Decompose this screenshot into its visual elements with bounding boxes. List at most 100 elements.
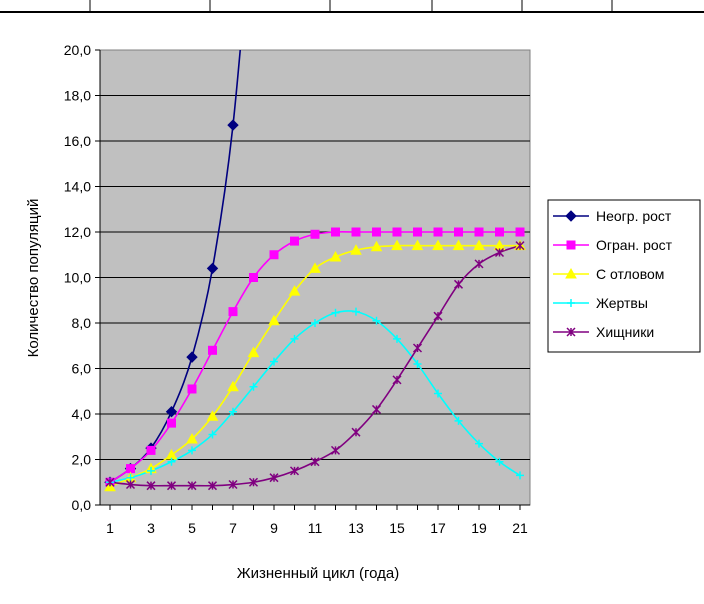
data-point xyxy=(371,404,382,414)
data-point xyxy=(229,407,237,416)
data-point xyxy=(372,316,381,325)
data-point xyxy=(330,445,341,455)
data-point xyxy=(413,227,422,237)
data-point xyxy=(167,418,176,428)
data-point xyxy=(105,477,115,487)
x-tick-label: 7 xyxy=(229,520,237,536)
legend: Неогр. рост Огран. рост С отловом Жертвы Хищ… xyxy=(547,199,701,353)
data-point xyxy=(453,279,464,289)
y-tick-label: 12,0 xyxy=(64,224,91,240)
legend-label: Хищники xyxy=(596,324,654,340)
data-point xyxy=(495,457,504,466)
data-point xyxy=(289,466,300,476)
data-point xyxy=(268,314,280,326)
legend-label: Неогр. рост xyxy=(596,208,672,224)
x-tick-label: 13 xyxy=(348,520,364,536)
data-point xyxy=(352,307,360,316)
data-point xyxy=(147,466,155,475)
data-point xyxy=(247,346,260,358)
y-axis-ticks: 0,0 2,0 4,0 6,0 8,0 10,0 12,0 14,0 16,0 18,0 20,0 xyxy=(64,42,100,513)
legend-marker xyxy=(567,299,575,307)
data-point xyxy=(351,427,361,437)
data-point xyxy=(309,262,321,273)
y-tick-label: 18,0 xyxy=(64,88,91,104)
y-tick-label: 14,0 xyxy=(64,179,91,195)
data-point xyxy=(372,227,381,237)
data-point xyxy=(228,307,238,317)
data-point xyxy=(516,471,524,480)
y-tick-label: 20,0 xyxy=(64,42,91,58)
data-point xyxy=(290,334,299,343)
y-tick-label: 4,0 xyxy=(72,406,92,422)
data-point xyxy=(370,240,383,252)
data-point xyxy=(454,416,463,425)
data-point xyxy=(350,244,362,255)
data-point xyxy=(432,239,444,251)
data-point xyxy=(393,334,401,343)
data-point xyxy=(288,285,301,296)
data-point xyxy=(165,406,178,418)
data-point xyxy=(227,119,239,131)
data-point xyxy=(351,227,361,237)
x-tick-label: 17 xyxy=(430,520,446,536)
data-point xyxy=(329,250,342,262)
legend-marker xyxy=(566,240,576,250)
data-point xyxy=(126,473,135,482)
top-table-strip xyxy=(0,0,704,14)
data-point xyxy=(249,273,258,282)
data-point xyxy=(206,410,219,421)
data-point xyxy=(473,239,485,251)
data-point xyxy=(331,227,340,237)
data-point xyxy=(104,480,116,492)
data-point xyxy=(187,384,197,394)
data-point xyxy=(248,477,259,487)
y-tick-label: 2,0 xyxy=(72,452,92,468)
data-point xyxy=(186,351,198,363)
data-point xyxy=(269,250,279,260)
data-point xyxy=(188,446,196,455)
data-point xyxy=(227,380,239,392)
data-point xyxy=(207,481,218,491)
data-point xyxy=(166,481,177,491)
x-axis-ticks: 1 3 5 7 9 11 13 15 17 19 21 xyxy=(106,505,528,536)
data-point xyxy=(310,457,320,467)
data-point xyxy=(452,239,465,251)
legend-marker xyxy=(565,267,577,279)
data-point xyxy=(391,239,403,251)
data-point xyxy=(495,227,504,237)
data-point xyxy=(515,241,525,251)
data-point xyxy=(433,311,443,321)
x-tick-label: 9 xyxy=(270,520,278,536)
legend-label: Жертвы xyxy=(596,295,648,311)
y-tick-label: 8,0 xyxy=(72,315,92,331)
data-point xyxy=(413,359,422,368)
data-point xyxy=(434,389,442,398)
y-tick-label: 10,0 xyxy=(64,270,91,286)
data-point xyxy=(126,464,135,474)
x-tick-label: 15 xyxy=(389,520,405,536)
data-point xyxy=(411,239,424,251)
data-point xyxy=(290,236,299,246)
data-point xyxy=(474,259,484,269)
data-point xyxy=(187,481,197,491)
data-point xyxy=(392,227,402,237)
data-point xyxy=(186,432,198,444)
x-tick-label: 1 xyxy=(106,520,114,536)
legend-marker xyxy=(565,210,577,222)
x-axis-title: Жизненный цикл (года) xyxy=(237,565,400,582)
data-point xyxy=(208,345,217,355)
data-point xyxy=(208,430,217,439)
data-point xyxy=(269,473,279,483)
x-tick-label: 21 xyxy=(512,520,528,536)
data-point xyxy=(249,382,258,391)
y-axis-title: Количество популяций xyxy=(25,199,42,358)
x-tick-label: 3 xyxy=(147,520,155,536)
data-point xyxy=(125,479,136,490)
data-point xyxy=(433,227,443,237)
x-tick-label: 19 xyxy=(471,520,487,536)
data-point xyxy=(310,229,320,239)
data-point xyxy=(475,439,483,448)
data-point xyxy=(167,457,176,466)
y-tick-label: 16,0 xyxy=(64,133,91,149)
